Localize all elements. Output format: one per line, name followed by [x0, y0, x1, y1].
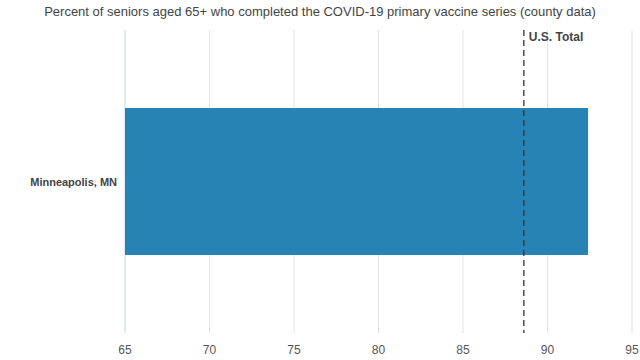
chart-container: Percent of seniors aged 65+ who complete…	[0, 0, 640, 360]
tick-label: 80	[372, 343, 386, 357]
title: Percent of seniors aged 65+ who complete…	[44, 4, 596, 19]
tick-label: 90	[541, 343, 555, 357]
reference-label: U.S. Total	[529, 30, 583, 44]
reference-line	[523, 30, 524, 333]
bars	[125, 108, 588, 255]
category-label: Minneapolis, MN	[30, 176, 117, 188]
chart-svg: Percent of seniors aged 65+ who complete…	[0, 0, 640, 360]
grid-line	[632, 30, 633, 333]
tick-label: 75	[287, 343, 301, 357]
tick-label: 85	[456, 343, 470, 357]
bar	[125, 108, 588, 255]
tick-label: 65	[118, 343, 132, 357]
reference-group	[523, 30, 524, 333]
tick-label: 95	[625, 343, 639, 357]
tick-label: 70	[203, 343, 217, 357]
